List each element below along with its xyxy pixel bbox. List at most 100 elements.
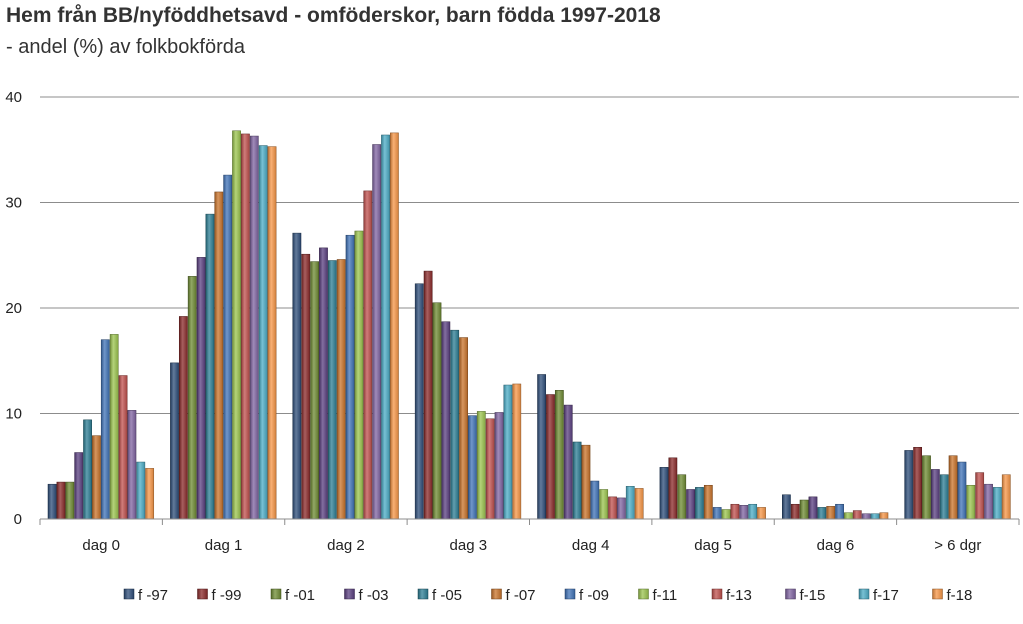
bar-f-09-dag-4 [590, 480, 600, 520]
legend-swatch [932, 588, 943, 600]
bar-f-07-dag-6 [826, 506, 836, 520]
bar-f-07-dag-5 [703, 484, 713, 520]
bar-f-11--6-dgr [966, 484, 976, 520]
bar-f-13-dag-3 [485, 418, 495, 520]
x-tick-label: dag 3 [450, 537, 488, 554]
bar-f-99-dag-5 [668, 457, 678, 520]
legend-swatch [417, 588, 429, 600]
y-tick-label: 10 [5, 406, 22, 423]
bar-f-11-dag-4 [599, 489, 609, 520]
x-tick-label: dag 4 [572, 537, 610, 554]
bar-f-13-dag-2 [363, 190, 373, 520]
legend-label: f -07 [506, 587, 536, 604]
legend-swatch [638, 588, 649, 600]
bar-f-01-dag-0 [65, 481, 75, 520]
bar-f-13-dag-6 [852, 510, 862, 520]
bar-f-15-dag-5 [739, 505, 749, 520]
bar-f-05-dag-5 [695, 487, 704, 520]
chart-title: Hem från BB/nyföddhetsavd - omföderskor,… [6, 4, 661, 27]
bar-f-01-dag-2 [310, 261, 319, 520]
bar-f-17-dag-3 [503, 384, 513, 520]
bar-f-13-dag-5 [730, 503, 740, 520]
bar-f-03--6-dgr [930, 469, 940, 520]
bar-f-09--6-dgr [957, 461, 967, 520]
bar-f-18-dag-6 [879, 512, 889, 520]
bar-f-18-dag-5 [757, 507, 766, 520]
bar-f-97-dag-5 [659, 467, 669, 520]
bar-f-17-dag-5 [748, 503, 758, 520]
bar-f-15-dag-3 [494, 412, 504, 520]
bar-f-17--6-dgr [993, 487, 1002, 520]
bar-f-07-dag-4 [581, 444, 591, 520]
bar-f-99-dag-6 [790, 503, 800, 520]
y-tick-label: 20 [5, 300, 22, 317]
legend-label: f -99 [212, 587, 242, 604]
bar-f-97-dag-3 [414, 283, 424, 520]
legend-swatch [270, 588, 282, 600]
bar-f-18-dag-4 [634, 488, 644, 520]
bar-f-03-dag-3 [441, 321, 451, 520]
bar-f-99-dag-1 [178, 316, 188, 520]
bar-f-99-dag-2 [301, 253, 311, 520]
bar-f-99-dag-4 [546, 394, 555, 520]
bar-f-07-dag-3 [459, 337, 468, 520]
bar-f-03-dag-6 [808, 496, 818, 520]
bar-f-17-dag-6 [870, 513, 880, 520]
axes: 0 10 20 30 40 dag 0 dag 1 dag 2 dag 3 dag 4 dag 5 d… [5, 89, 1020, 554]
bar-f-15-dag-1 [249, 135, 259, 520]
bar-f-11-dag-1 [232, 130, 241, 520]
x-tick-label: dag 5 [694, 537, 732, 554]
bar-f-07--6-dgr [948, 455, 958, 520]
x-tick-label: dag 0 [82, 537, 120, 554]
legend-label: f -03 [359, 587, 389, 604]
bar-f-18--6-dgr [1001, 474, 1011, 520]
bar-f-99-dag-0 [56, 481, 66, 520]
legend-label: f -97 [138, 587, 168, 604]
bar-f-03-dag-1 [196, 257, 206, 520]
legend: f -97 f -99 f -01 f -03 f -05 f -07 f -09 f-11 f… [123, 587, 973, 604]
bar-f-03-dag-4 [563, 404, 573, 520]
bar-f-01--6-dgr [922, 455, 931, 520]
bar-f-17-dag-0 [136, 461, 146, 520]
chart-subtitle: - andel (%) av folkbokförda [6, 36, 246, 58]
bar-f-11-dag-6 [844, 512, 853, 520]
bar-f-05--6-dgr [939, 474, 949, 520]
bar-f-09-dag-2 [345, 234, 355, 520]
y-tick-label: 0 [14, 511, 22, 528]
bar-f-01-dag-4 [554, 390, 564, 520]
bar-f-97-dag-1 [170, 362, 179, 520]
bar-f-97-dag-4 [537, 374, 547, 520]
legend-label: f -09 [579, 587, 609, 604]
bar-f-18-dag-3 [512, 383, 522, 520]
legend-swatch [564, 588, 576, 600]
bar-f-99--6-dgr [913, 447, 922, 520]
bar-f-01-dag-1 [187, 276, 197, 520]
bar-f-97-dag-6 [782, 494, 791, 520]
x-tick-label: dag 6 [817, 537, 855, 554]
bar-f-11-dag-2 [354, 230, 364, 520]
bar-f-15--6-dgr [984, 483, 993, 520]
legend-swatch [197, 588, 208, 600]
bar-f-09-dag-0 [100, 339, 110, 520]
legend-label: f -05 [432, 587, 462, 604]
legend-swatch [785, 588, 796, 600]
bar-f-09-dag-3 [468, 415, 477, 520]
bar-f-05-dag-3 [450, 329, 460, 520]
legend-label: f-18 [947, 587, 973, 604]
legend-swatch [491, 588, 502, 600]
bar-f-13-dag-0 [118, 375, 128, 520]
legend-swatch [123, 588, 135, 600]
bar-f-97-dag-2 [292, 232, 302, 520]
legend-swatch [344, 588, 355, 600]
bar-f-03-dag-2 [319, 247, 328, 520]
bar-f-07-dag-2 [336, 259, 346, 520]
bar-f-01-dag-6 [799, 499, 809, 520]
bar-f-13-dag-4 [608, 496, 617, 520]
bar-f-03-dag-0 [74, 452, 84, 520]
legend-label: f-15 [800, 587, 826, 604]
bar-f-11-dag-3 [476, 411, 486, 520]
bar-f-07-dag-1 [214, 191, 224, 520]
bar-f-15-dag-2 [372, 144, 382, 520]
bar-f-11-dag-5 [721, 509, 731, 520]
